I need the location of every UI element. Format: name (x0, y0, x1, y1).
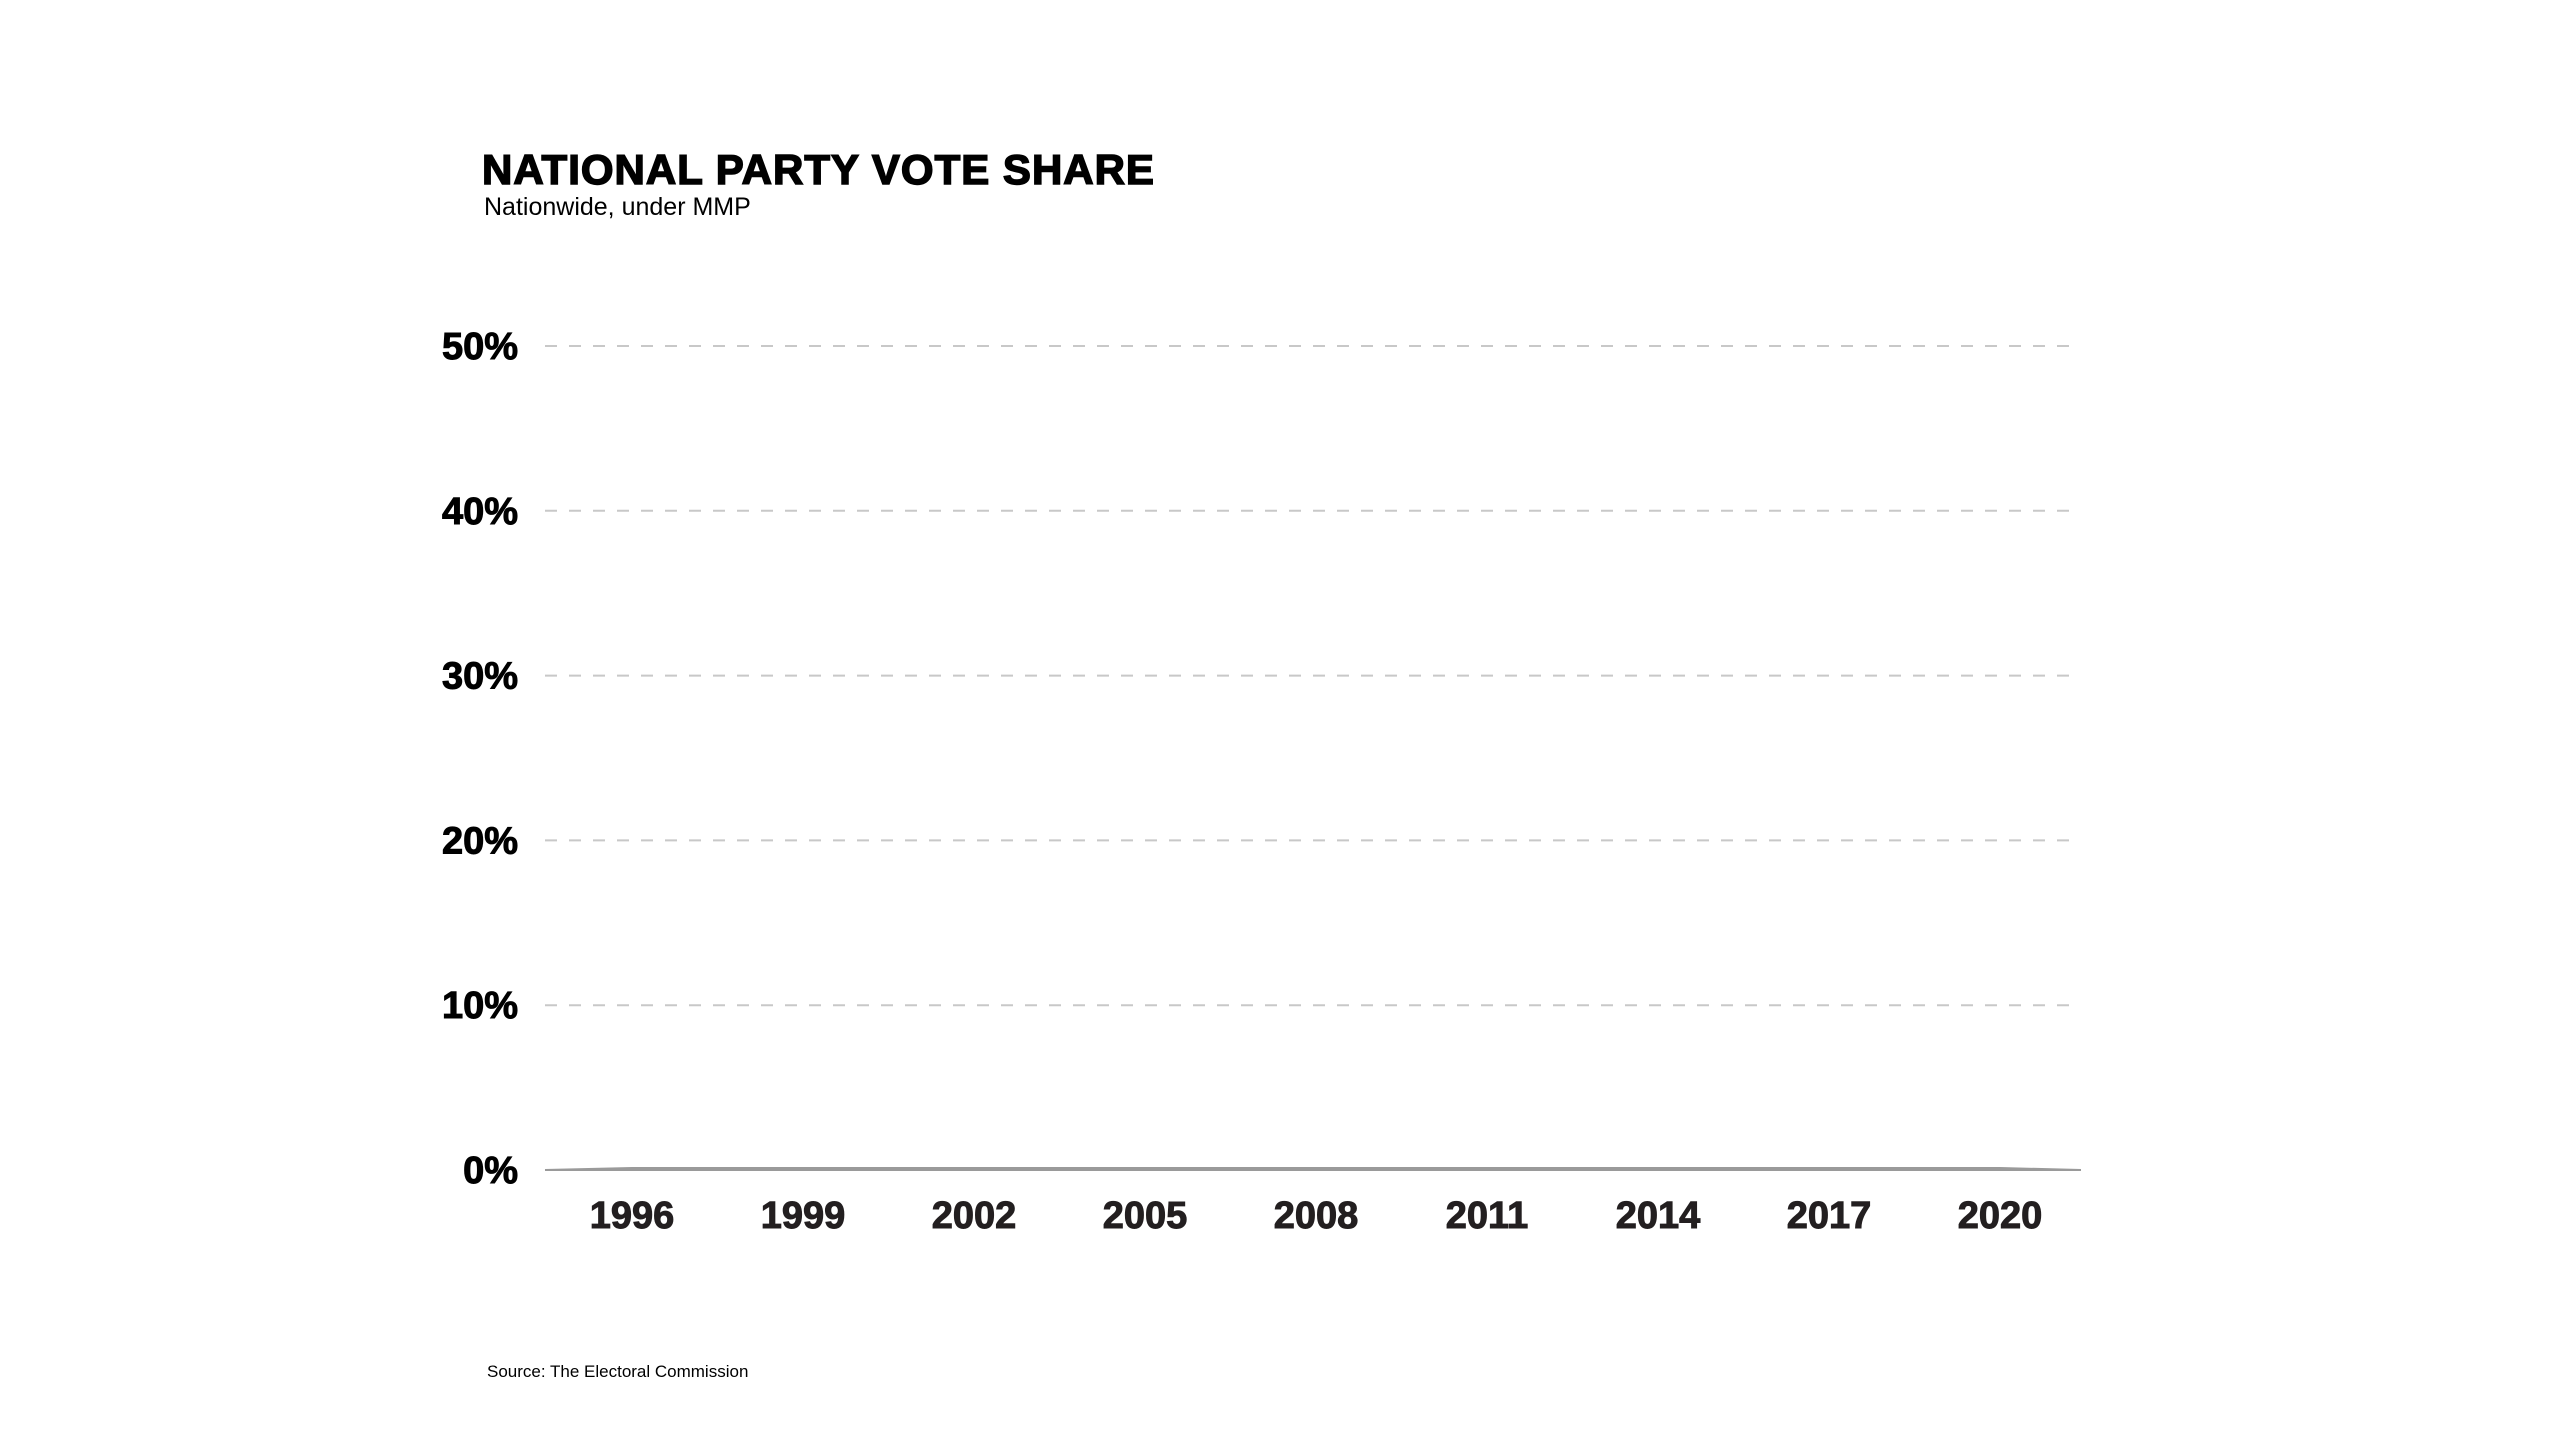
x-tick-label: 1999 (761, 1195, 846, 1237)
y-tick-label: 40% (442, 491, 518, 533)
x-tick-label: 2014 (1616, 1195, 1701, 1237)
x-tick-label: 2011 (1446, 1195, 1528, 1237)
y-tick-label: 0% (463, 1150, 518, 1192)
x-tick-label: 1996 (590, 1195, 675, 1237)
x-tick-label: 2002 (932, 1195, 1017, 1237)
chart-title: NATIONAL PARTY VOTE SHARE (481, 145, 1155, 194)
x-tick-label: 2005 (1103, 1195, 1188, 1237)
source-note: Source: The Electoral Commission (487, 1362, 749, 1381)
y-tick-label: 30% (442, 656, 518, 698)
x-tick-label: 2008 (1274, 1195, 1359, 1237)
x-tick-label: 2017 (1787, 1195, 1872, 1237)
y-tick-label: 20% (442, 820, 518, 862)
y-tick-label: 50% (442, 326, 518, 368)
y-tick-label: 10% (442, 985, 518, 1027)
x-tick-label: 2020 (1958, 1195, 2043, 1237)
area-series (544, 1167, 2082, 1171)
chart-subtitle: Nationwide, under MMP (484, 193, 751, 221)
